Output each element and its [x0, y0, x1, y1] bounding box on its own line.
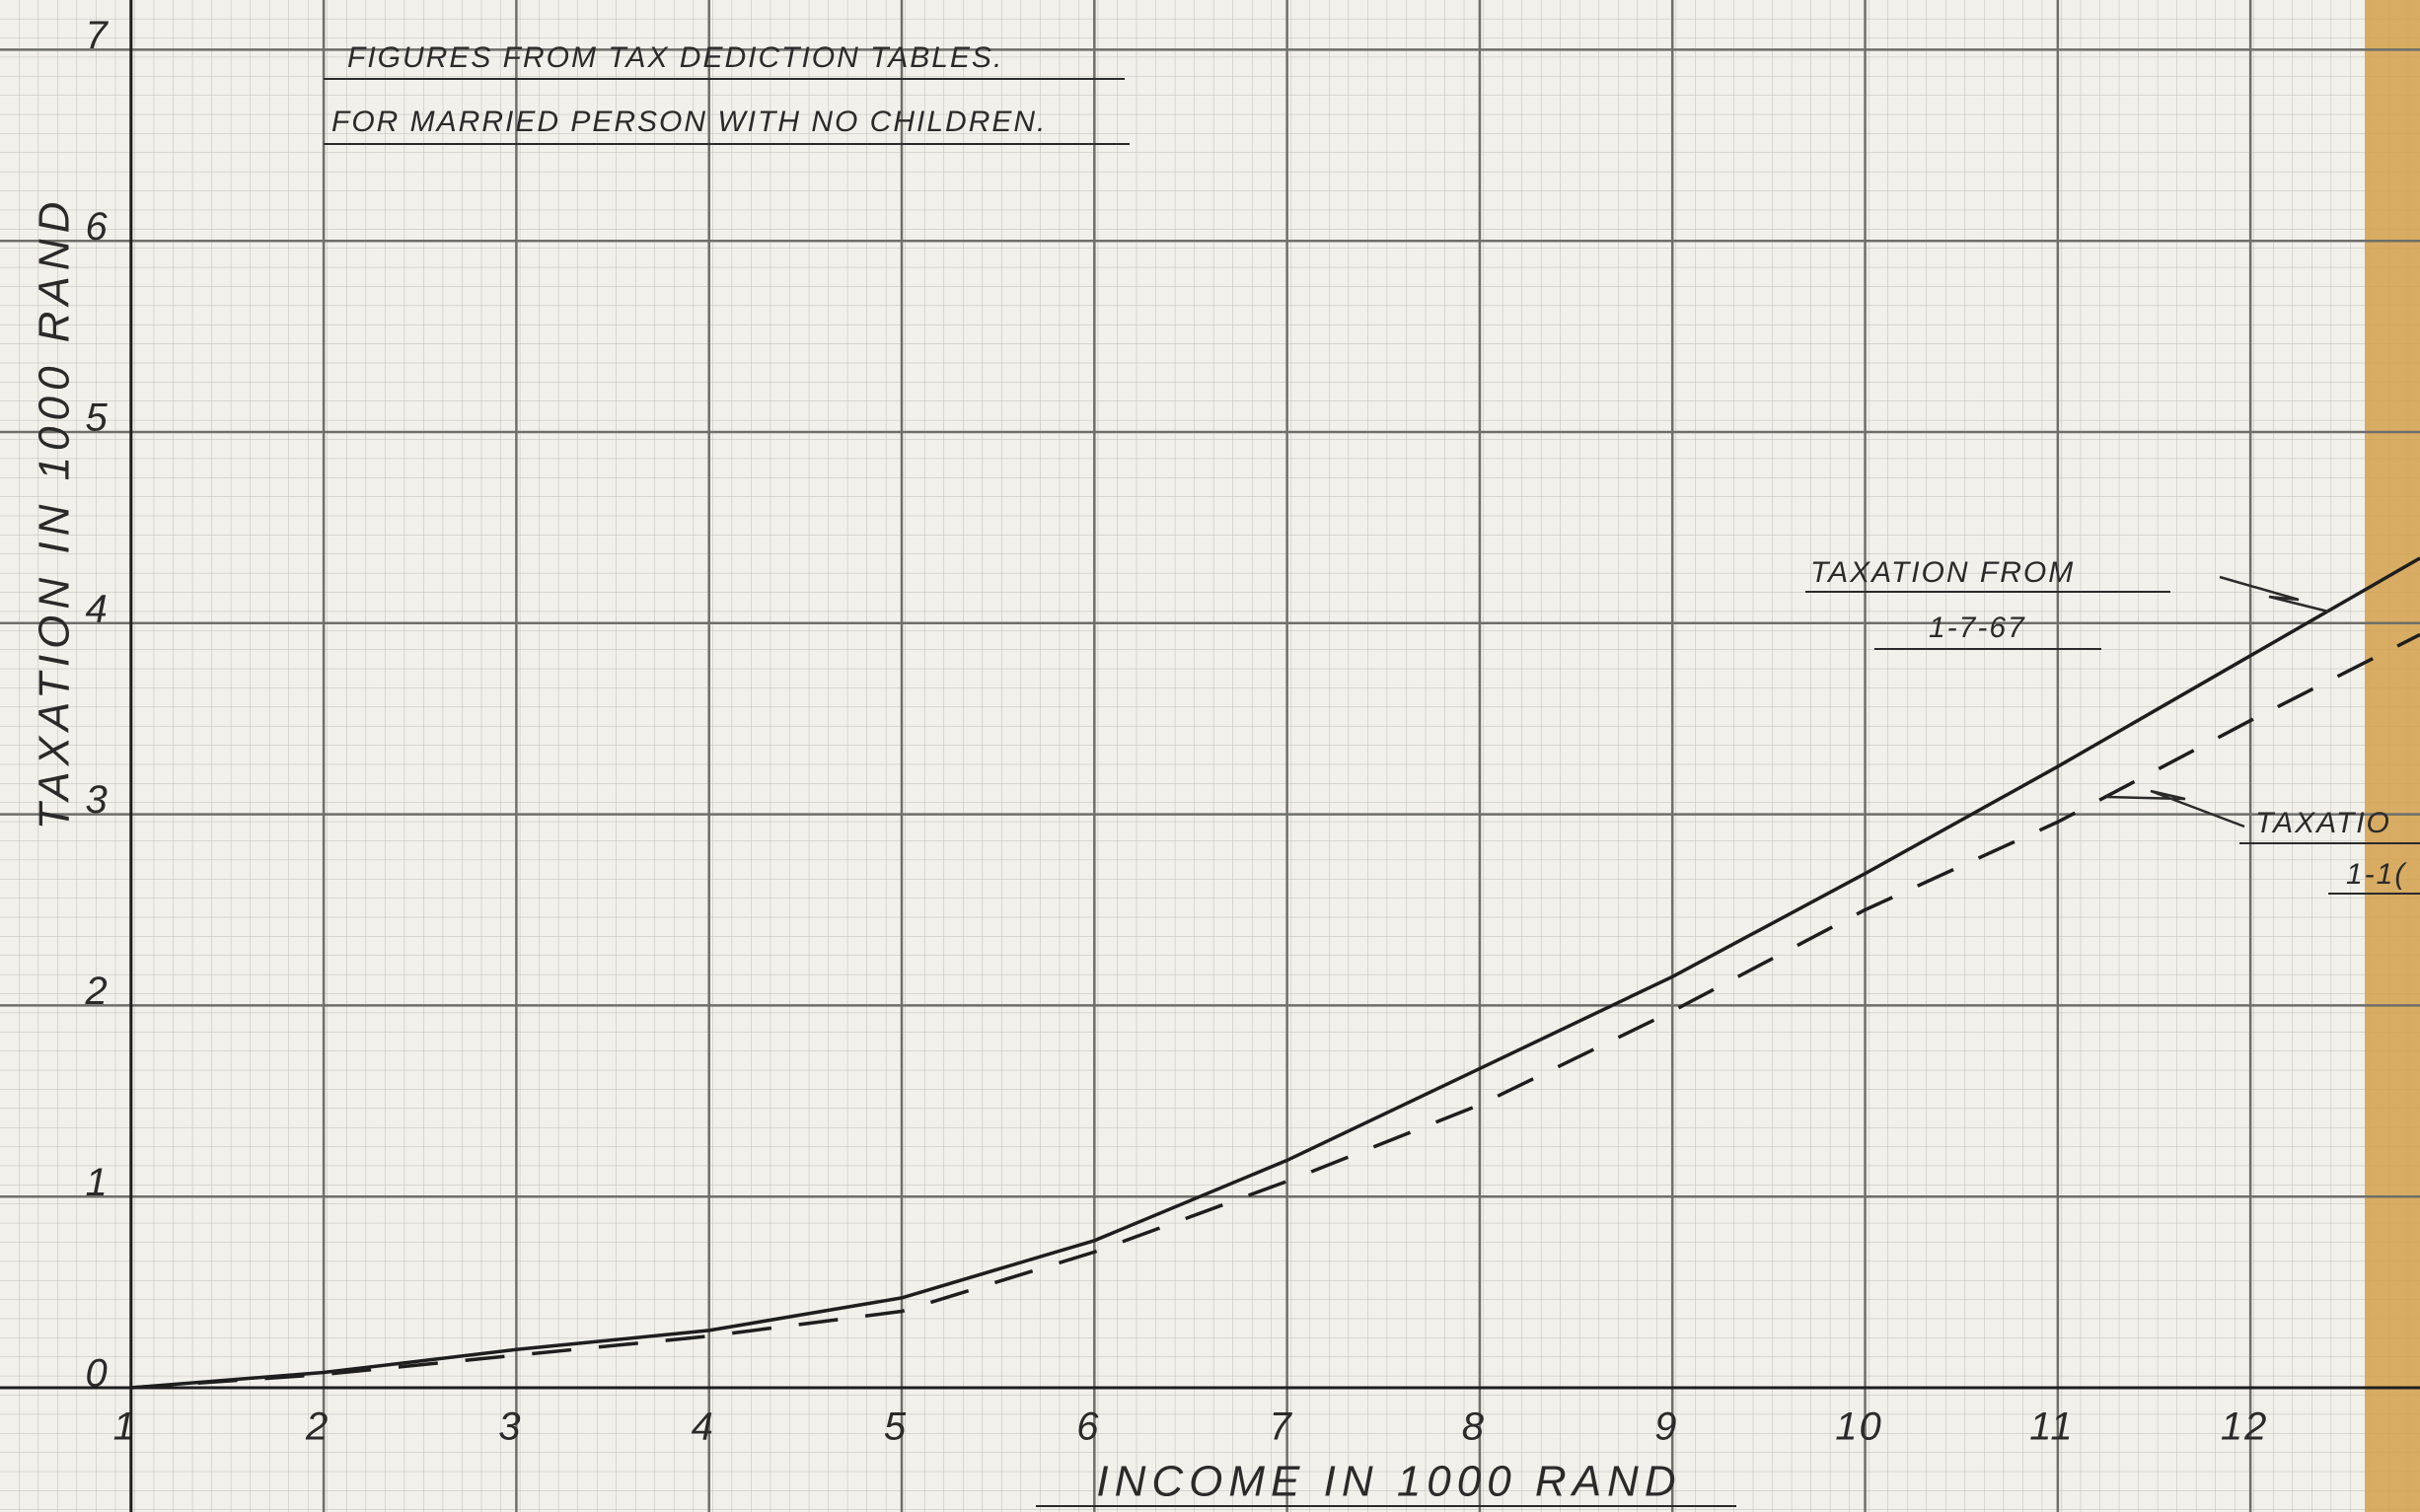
x-tick-label: 5 [884, 1405, 908, 1449]
chart-title: FIGURES FROM TAX DEDICTION TABLES. [347, 41, 1003, 74]
y-tick-label: 2 [85, 970, 110, 1013]
annotation: 1-7-67 [1929, 612, 2026, 644]
y-tick-label: 6 [86, 205, 110, 249]
annotation: 1-1( [2346, 858, 2407, 891]
x-tick-label: 2 [305, 1405, 330, 1449]
x-tick-label: 10 [1835, 1405, 1883, 1449]
chart: 12345678910111201234567 FIGURES FROM TAX… [0, 0, 2420, 1512]
x-tick-label: 1 [113, 1405, 137, 1449]
x-tick-label: 3 [498, 1405, 522, 1449]
tape [2365, 0, 2420, 1512]
y-tick-label: 1 [86, 1161, 110, 1204]
x-tick-label: 12 [2221, 1405, 2269, 1449]
annotation: TAXATION FROM [1810, 556, 2075, 589]
x-tick-label: 4 [692, 1405, 715, 1449]
y-tick-label: 3 [86, 778, 110, 822]
x-axis-label: INCOME IN 1000 RAND [1096, 1458, 1681, 1506]
chart-subtitle: FOR MARRIED PERSON WITH NO CHILDREN. [331, 106, 1047, 138]
y-tick-label: 5 [86, 396, 110, 440]
x-tick-label: 6 [1076, 1405, 1100, 1449]
x-tick-label: 8 [1462, 1405, 1486, 1449]
y-tick-label: 4 [86, 587, 110, 630]
x-tick-label: 7 [1269, 1405, 1292, 1449]
y-tick-label: 7 [86, 14, 110, 57]
annotation: TAXATIO [2255, 807, 2391, 839]
x-tick-label: 9 [1654, 1405, 1678, 1449]
y-axis-label: TAXATION IN 1000 RAND [31, 196, 79, 830]
x-tick-label: 11 [2029, 1405, 2075, 1449]
